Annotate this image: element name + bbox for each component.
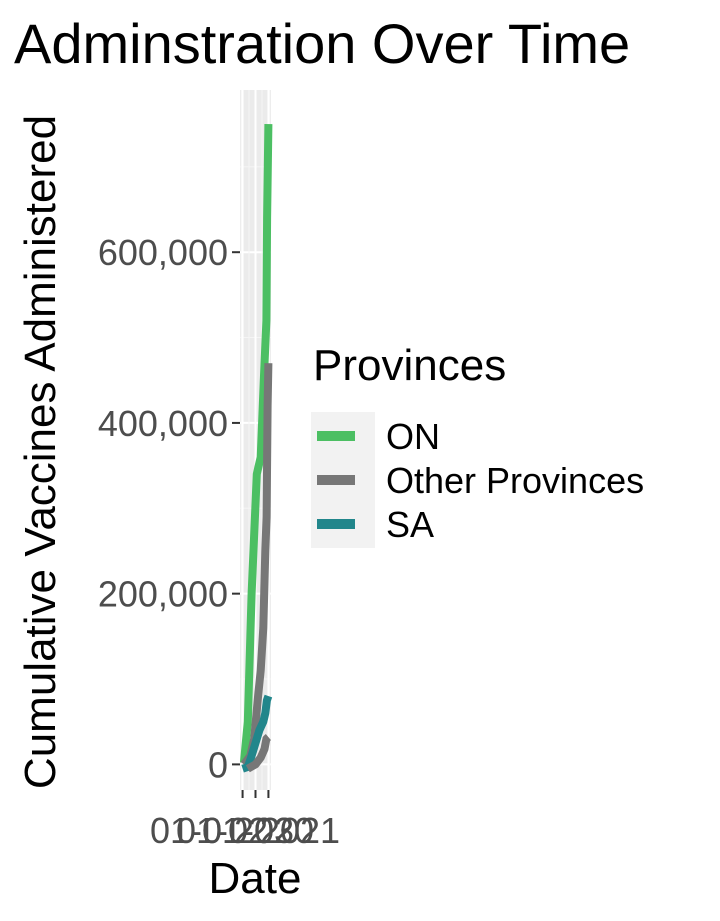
x-tick-label: 2021 <box>260 810 340 851</box>
chart-title: Adminstration Over Time <box>14 12 630 75</box>
y-tick-label: 600,000 <box>98 232 228 273</box>
y-axis-title: Cumulative Vaccines Administered <box>16 115 65 789</box>
legend-title: Provinces <box>313 341 506 390</box>
series-line-unnamed-3 <box>245 734 271 773</box>
y-tick-label: 400,000 <box>98 403 228 444</box>
legend-label-other-provinces: Other Provinces <box>386 460 644 501</box>
x-tick-label: 2020 <box>234 810 314 851</box>
series-lines <box>239 124 273 773</box>
series-line-on <box>239 124 273 764</box>
x-tick-label: 01-01 <box>150 810 242 851</box>
legend-label-on: ON <box>386 416 440 457</box>
y-tick-label: 200,000 <box>98 574 228 615</box>
axes: 0 200,000 400,000 600,000 01-0101-0201-03202… <box>98 232 340 851</box>
legend-label-sa: SA <box>386 504 434 545</box>
x-tick-label: 01-03 <box>202 810 294 851</box>
x-tick-label: 01-02 <box>176 810 268 851</box>
y-tick-label: 0 <box>208 744 228 785</box>
x-axis-title: Date <box>209 854 302 903</box>
series-line-sa <box>241 694 273 773</box>
